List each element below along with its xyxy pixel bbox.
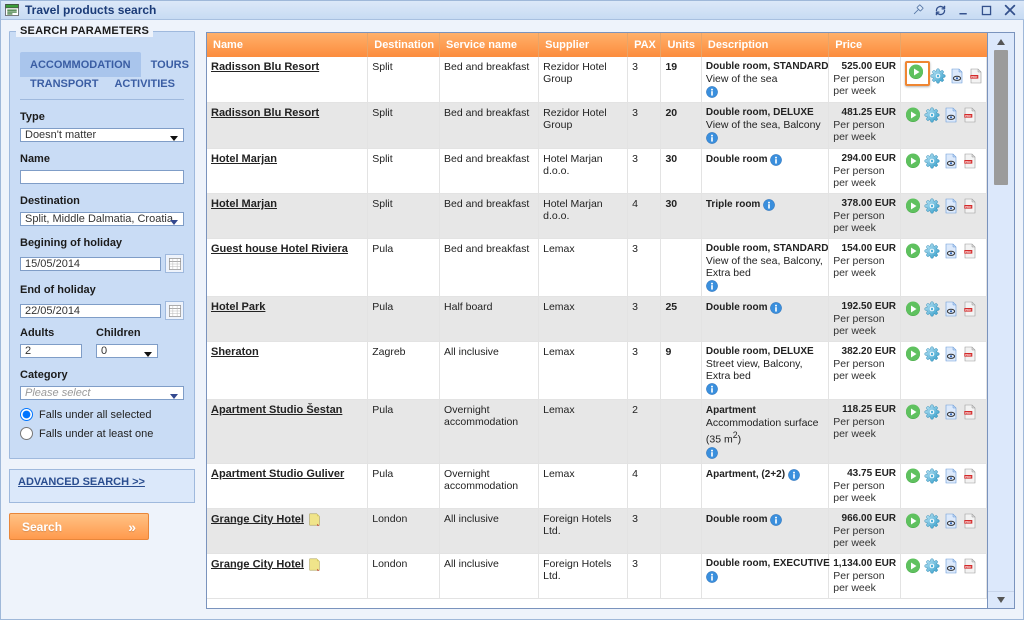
svg-text:PDF: PDF bbox=[971, 75, 977, 79]
svg-text:PDF: PDF bbox=[965, 474, 971, 478]
svg-text:PDF: PDF bbox=[965, 205, 971, 209]
svg-text:PDF: PDF bbox=[965, 411, 971, 415]
svg-text:PDF: PDF bbox=[965, 564, 971, 568]
svg-text:PDF: PDF bbox=[965, 353, 971, 357]
svg-text:PDF: PDF bbox=[965, 114, 971, 118]
svg-text:PDF: PDF bbox=[965, 519, 971, 523]
svg-text:PDF: PDF bbox=[965, 308, 971, 312]
svg-text:PDF: PDF bbox=[965, 250, 971, 254]
svg-text:PDF: PDF bbox=[965, 160, 971, 164]
